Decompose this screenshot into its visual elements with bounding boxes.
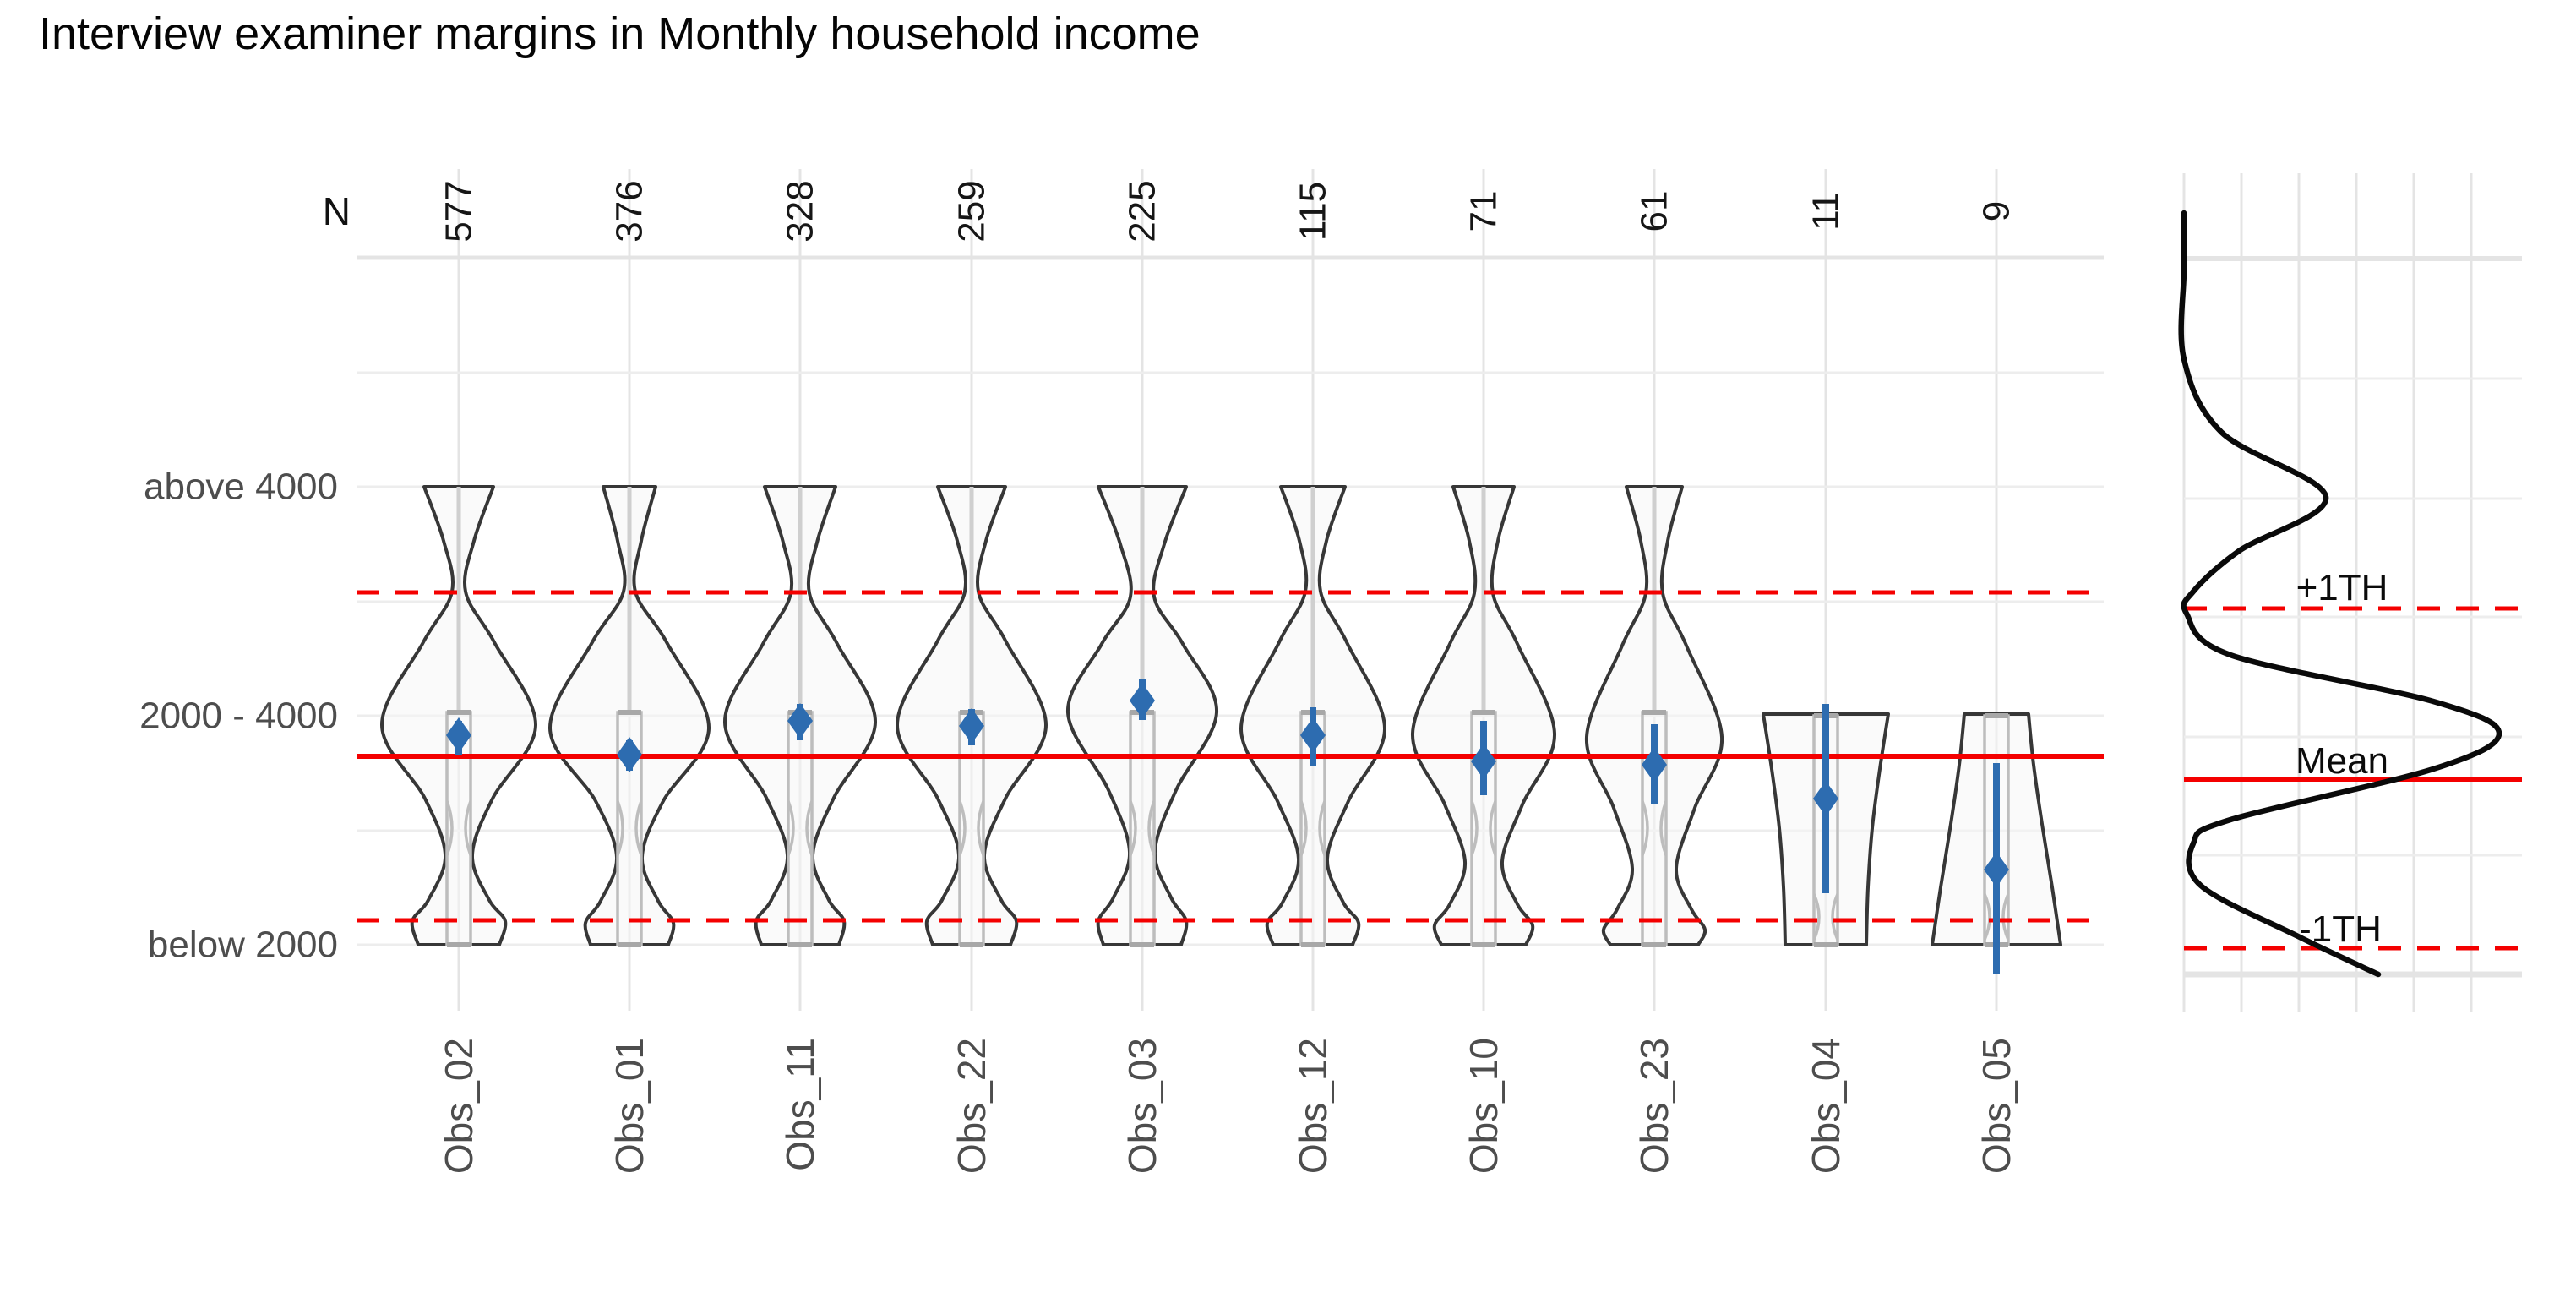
notch-Obs_05 bbox=[1983, 893, 1991, 941]
notch-Obs_10 bbox=[1489, 800, 1497, 856]
gridline-layer bbox=[357, 169, 2522, 1012]
notch-Obs_01 bbox=[634, 800, 643, 856]
mean-diamond-Obs_12 bbox=[1300, 717, 1326, 753]
x-tick-Obs_05: Obs_05 bbox=[1974, 1038, 2018, 1174]
notch-Obs_01 bbox=[616, 800, 624, 856]
x-tick-Obs_23: Obs_23 bbox=[1632, 1038, 1676, 1174]
mean-diamond-Obs_04 bbox=[1813, 781, 1838, 816]
notch-Obs_12 bbox=[1299, 800, 1308, 856]
notch-Obs_03 bbox=[1147, 800, 1156, 856]
density-curve bbox=[2178, 210, 2502, 978]
n-value-Obs_01: 376 bbox=[609, 180, 651, 242]
n-value-Obs_10: 71 bbox=[1463, 191, 1505, 232]
x-tick-Obs_10: Obs_10 bbox=[1462, 1038, 1506, 1174]
notch-Obs_04 bbox=[1831, 893, 1839, 941]
n-value-Obs_23: 61 bbox=[1634, 191, 1675, 232]
violin-Obs_01 bbox=[547, 485, 711, 946]
violin-Obs_10 bbox=[1410, 485, 1557, 946]
notch-Obs_23 bbox=[1641, 800, 1649, 856]
mean-diamond-Obs_10 bbox=[1471, 744, 1496, 779]
mean-diamond-Obs_22 bbox=[959, 708, 984, 744]
n-value-Obs_03: 225 bbox=[1122, 180, 1163, 242]
reference-line-layer bbox=[357, 590, 2522, 951]
y-tick-2000-4000: 2000 - 4000 bbox=[139, 695, 338, 737]
n-value-Obs_05: 9 bbox=[1976, 201, 2018, 221]
x-tick-Obs_22: Obs_22 bbox=[950, 1038, 994, 1174]
x-tick-Obs_02: Obs_02 bbox=[437, 1038, 481, 1174]
mean-diamond-Obs_11 bbox=[787, 703, 813, 739]
notch-Obs_03 bbox=[1129, 800, 1137, 856]
mean-label: Mean bbox=[2296, 740, 2388, 782]
density-curve-layer bbox=[2178, 210, 2502, 978]
n-value-Obs_04: 11 bbox=[1805, 192, 1847, 231]
x-tick-Obs_04: Obs_04 bbox=[1804, 1038, 1848, 1174]
y-tick-above-4000: above 4000 bbox=[144, 466, 338, 508]
boxplot-layer bbox=[445, 487, 2010, 947]
page-title: Interview examiner margins in Monthly ho… bbox=[39, 8, 1201, 59]
violin-Obs_02 bbox=[379, 485, 538, 946]
n-value-Obs_02: 577 bbox=[438, 180, 480, 242]
notch-Obs_02 bbox=[445, 800, 454, 856]
notch-Obs_11 bbox=[805, 800, 814, 856]
notch-Obs_12 bbox=[1318, 800, 1326, 856]
mean-diamond-Obs_23 bbox=[1642, 747, 1667, 783]
notch-Obs_05 bbox=[2001, 893, 2010, 941]
x-tick-Obs_03: Obs_03 bbox=[1120, 1038, 1164, 1174]
violin-Obs_23 bbox=[1584, 485, 1724, 946]
notch-Obs_02 bbox=[464, 800, 472, 856]
notch-Obs_22 bbox=[958, 800, 967, 856]
mean-diamond-Obs_03 bbox=[1130, 683, 1155, 718]
mean-diamond-Obs_01 bbox=[617, 737, 642, 772]
notch-Obs_23 bbox=[1659, 800, 1668, 856]
notch-Obs_04 bbox=[1812, 893, 1821, 941]
x-tick-Obs_01: Obs_01 bbox=[607, 1038, 651, 1174]
mean-diamond-Obs_05 bbox=[1984, 852, 2009, 887]
mean-marker-layer bbox=[446, 679, 2009, 974]
y-tick-below-2000: below 2000 bbox=[148, 924, 338, 966]
notch-Obs_22 bbox=[977, 800, 985, 856]
minus-1th-label: -1TH bbox=[2299, 908, 2382, 950]
plus-1th-label: +1TH bbox=[2296, 567, 2388, 608]
text-layer: N 577 Obs_02 376 Obs_01 328 Obs_11 259 Obs_22 225… bbox=[139, 180, 2388, 1174]
n-column-header: N bbox=[323, 189, 351, 233]
notch-Obs_10 bbox=[1470, 800, 1479, 856]
x-tick-Obs_12: Obs_12 bbox=[1291, 1038, 1335, 1174]
x-tick-Obs_11: Obs_11 bbox=[778, 1038, 822, 1171]
n-value-Obs_12: 115 bbox=[1293, 182, 1334, 241]
n-value-Obs_22: 259 bbox=[951, 180, 993, 242]
notch-Obs_11 bbox=[787, 800, 795, 856]
n-value-Obs_11: 328 bbox=[780, 180, 821, 242]
mean-diamond-Obs_02 bbox=[446, 717, 471, 753]
